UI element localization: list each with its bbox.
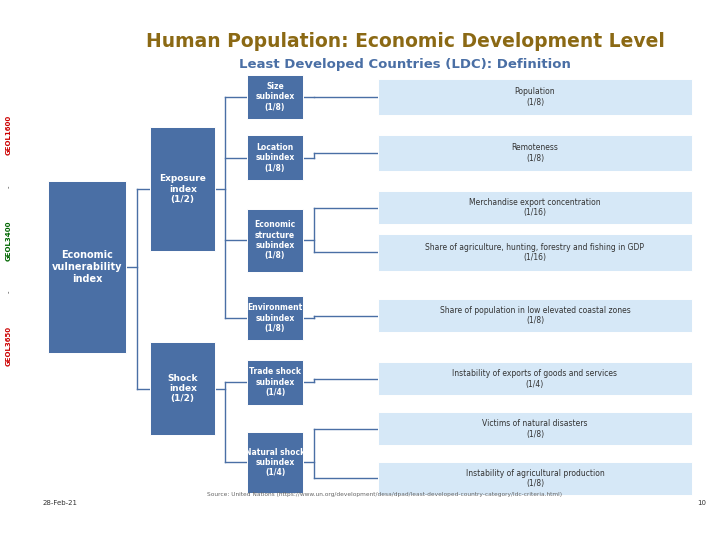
Text: Victims of natural disasters
(1/8): Victims of natural disasters (1/8): [482, 419, 588, 438]
FancyBboxPatch shape: [378, 191, 693, 224]
Text: Share of population in low elevated coastal zones
(1/8): Share of population in low elevated coas…: [440, 306, 630, 325]
Text: 10: 10: [697, 500, 706, 506]
FancyBboxPatch shape: [378, 462, 693, 495]
Text: -: -: [6, 185, 12, 187]
Text: Economic
structure
subindex
(1/8): Economic structure subindex (1/8): [254, 220, 296, 260]
Text: 28-Feb-21: 28-Feb-21: [42, 500, 78, 506]
Text: GEOL1600: GEOL1600: [6, 115, 12, 155]
FancyBboxPatch shape: [150, 127, 215, 251]
Text: Size
subindex
(1/8): Size subindex (1/8): [256, 82, 294, 112]
FancyBboxPatch shape: [378, 234, 693, 271]
FancyBboxPatch shape: [378, 299, 693, 332]
FancyBboxPatch shape: [378, 134, 693, 171]
Text: Instability of exports of goods and services
(1/4): Instability of exports of goods and serv…: [452, 369, 618, 388]
Text: Environment
subindex
(1/8): Environment subindex (1/8): [248, 303, 302, 333]
Text: Location
subindex
(1/8): Location subindex (1/8): [256, 143, 294, 173]
Text: Source: United Nations (https://www.un.org/development/desa/dpad/least-developed: Source: United Nations (https://www.un.o…: [207, 492, 562, 497]
Text: Share of agriculture, hunting, forestry and fishing in GDP
(1/16): Share of agriculture, hunting, forestry …: [426, 243, 644, 262]
FancyBboxPatch shape: [247, 432, 303, 493]
FancyBboxPatch shape: [247, 75, 303, 119]
FancyBboxPatch shape: [247, 360, 303, 404]
Text: Remoteness
(1/8): Remoteness (1/8): [511, 143, 559, 163]
Text: Natural shock
subindex
(1/4): Natural shock subindex (1/4): [245, 448, 305, 477]
FancyBboxPatch shape: [378, 79, 693, 115]
FancyBboxPatch shape: [247, 296, 303, 340]
Text: Exposure
index
(1/2): Exposure index (1/2): [159, 174, 206, 204]
FancyBboxPatch shape: [48, 181, 126, 353]
Text: Instability of agricultural production
(1/8): Instability of agricultural production (…: [466, 469, 604, 488]
Text: Least Developed Countries (LDC): Definition: Least Developed Countries (LDC): Definit…: [239, 58, 571, 71]
Text: Population
(1/8): Population (1/8): [515, 87, 555, 106]
Text: Merchandise export concentration
(1/16): Merchandise export concentration (1/16): [469, 198, 600, 218]
Text: Human Population: Economic Development Level: Human Population: Economic Development L…: [145, 32, 665, 51]
Text: -: -: [6, 291, 12, 293]
Text: Economic
vulnerability
index: Economic vulnerability index: [52, 251, 122, 284]
FancyBboxPatch shape: [378, 362, 693, 395]
FancyBboxPatch shape: [378, 413, 693, 446]
FancyBboxPatch shape: [247, 209, 303, 272]
Text: Trade shock
subindex
(1/4): Trade shock subindex (1/4): [249, 367, 301, 397]
FancyBboxPatch shape: [150, 342, 215, 435]
Text: GEOL3650: GEOL3650: [6, 326, 12, 366]
FancyBboxPatch shape: [247, 136, 303, 180]
Text: GEOL3400: GEOL3400: [6, 220, 12, 260]
Text: Shock
index
(1/2): Shock index (1/2): [168, 374, 198, 403]
